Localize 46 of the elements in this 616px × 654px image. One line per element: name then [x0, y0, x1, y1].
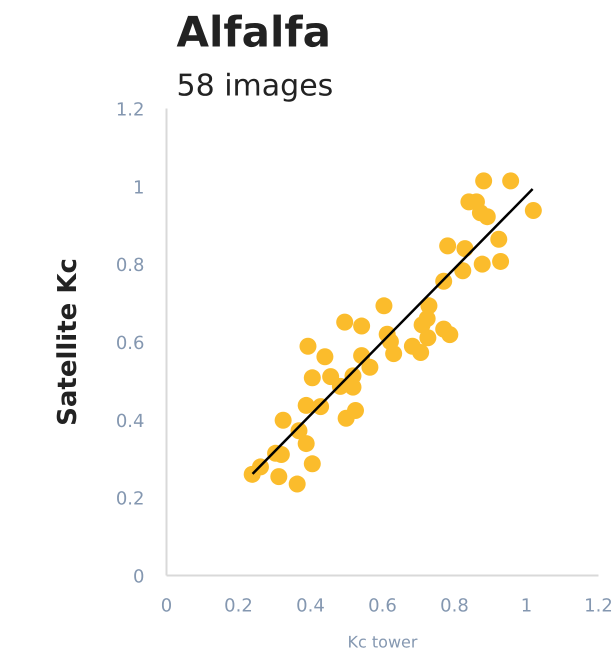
x-tick-label: 1 — [520, 596, 532, 616]
chart-subtitle: 58 images — [176, 68, 334, 104]
point — [441, 326, 458, 344]
point — [474, 256, 491, 273]
point — [353, 318, 370, 335]
x-tick-label: 0.2 — [224, 596, 253, 616]
point — [322, 368, 340, 386]
point — [419, 329, 436, 346]
point — [492, 252, 510, 270]
point — [361, 358, 378, 376]
x-tick-label: 0.8 — [440, 596, 469, 616]
y-tick-label: 0.8 — [116, 255, 145, 276]
point — [475, 172, 492, 190]
point — [524, 202, 542, 219]
point — [375, 297, 392, 314]
point — [288, 476, 306, 493]
y-tick-label: 1.2 — [116, 100, 145, 120]
point — [490, 230, 508, 248]
point — [502, 172, 520, 190]
point — [418, 310, 436, 328]
point — [298, 435, 315, 452]
x-tick-label: 1.2 — [584, 596, 613, 616]
point — [304, 369, 321, 386]
y-axis-title: Satellite Kc — [52, 258, 83, 426]
point — [298, 396, 315, 414]
y-tick-label: 0.2 — [116, 488, 145, 510]
point — [478, 208, 496, 226]
chart-title: Alfalfa — [176, 8, 332, 56]
y-tick-label: 0.6 — [116, 333, 145, 354]
point — [270, 468, 288, 486]
point — [439, 237, 456, 254]
x-axis-title: Kc tower — [348, 632, 418, 652]
point — [347, 402, 364, 419]
y-tick-label: 1 — [133, 177, 144, 198]
y-tick-label: 0.4 — [116, 410, 145, 432]
point — [412, 344, 430, 361]
x-tick-label: 0 — [160, 596, 172, 616]
point — [336, 314, 354, 331]
x-tick-label: 0.4 — [296, 596, 325, 616]
x-tick-label: 0.6 — [368, 596, 397, 616]
point — [299, 338, 316, 355]
point — [304, 455, 321, 472]
point — [454, 262, 472, 280]
point — [274, 412, 292, 429]
y-tick-label: 0 — [133, 566, 144, 588]
point — [316, 348, 334, 366]
